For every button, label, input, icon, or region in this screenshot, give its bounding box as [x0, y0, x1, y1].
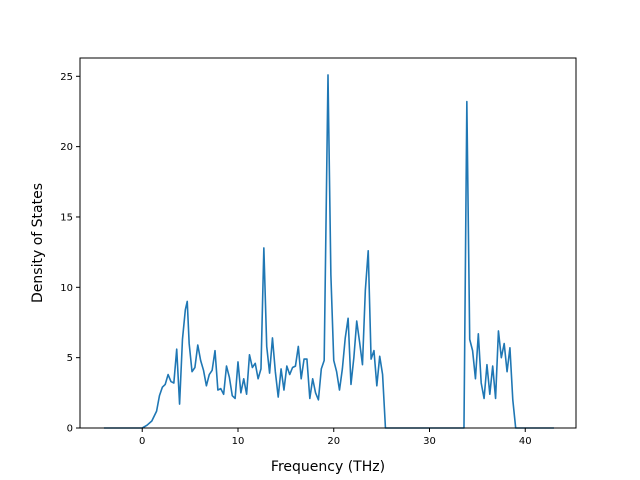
- y-tick-label-2: 10: [60, 283, 73, 294]
- y-tick-label-3: 15: [60, 212, 73, 223]
- plot-frame: [79, 57, 577, 429]
- x-tick-label-1: 10: [232, 436, 245, 447]
- x-tick-label-4: 40: [519, 436, 532, 447]
- y-tick-label-1: 5: [67, 353, 73, 364]
- x-tick-label-3: 30: [423, 436, 436, 447]
- x-axis-title: Frequency (THz): [271, 459, 385, 475]
- axes-layer: 0 10 20 30 40 0 5 10 15 20 25: [60, 72, 531, 447]
- data-layer: [103, 74, 554, 429]
- dos-series-line-0: [103, 74, 554, 429]
- y-tick-label-5: 25: [60, 72, 73, 83]
- x-tick-label-2: 20: [327, 436, 340, 447]
- x-tick-label-0: 0: [139, 436, 145, 447]
- y-tick-label-4: 20: [60, 142, 73, 153]
- y-axis-title: Density of States: [30, 183, 46, 303]
- y-tick-label-0: 0: [67, 424, 73, 435]
